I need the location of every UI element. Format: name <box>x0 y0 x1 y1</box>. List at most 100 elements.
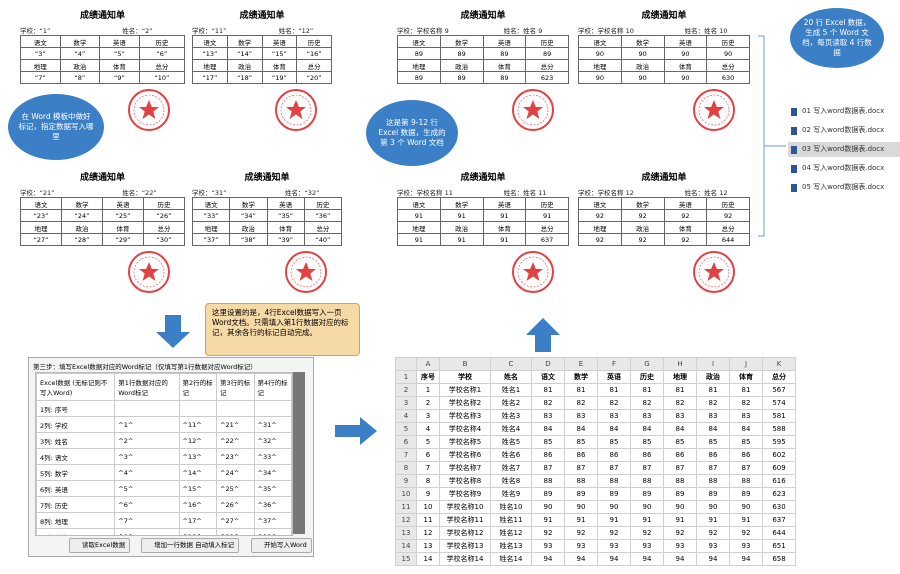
sheet-cell: 13 <box>416 539 440 553</box>
sheet-cell: 序号 <box>416 370 440 384</box>
table-row: 地理 政治 体育 总分 <box>20 221 185 234</box>
table-row: “13” “14” “15” “16” <box>192 47 332 60</box>
column-header: J <box>729 357 763 371</box>
table-row: “33” “34” “35” “36” <box>191 209 343 222</box>
table-cell: 体育 <box>99 59 140 72</box>
sheet-cell: 93 <box>531 539 565 553</box>
mapping-cell: ^17^ <box>178 512 218 529</box>
table-cell: “40” <box>303 233 343 246</box>
table-cell: 89 <box>439 47 484 60</box>
table-cell: 91 <box>397 233 441 246</box>
mapping-cell: ^33^ <box>253 448 292 465</box>
sheet-cell: 88 <box>597 474 631 488</box>
table-cell: 92 <box>620 209 665 222</box>
file-item[interactable]: 04 写入word数据表.docx <box>802 164 885 172</box>
table-cell: 政治 <box>620 59 665 72</box>
sheet-cell: 86 <box>696 448 730 462</box>
table-cell: “26” <box>143 209 185 222</box>
sheet-cell: 81 <box>564 383 598 397</box>
sheet-cell: 88 <box>630 474 664 488</box>
table-cell: 政治 <box>226 59 263 72</box>
table-cell: 英语 <box>482 35 527 48</box>
table-row: 91 91 91 91 <box>397 209 569 222</box>
button[interactable]: 增加一行数据 自动填入标记 <box>141 538 240 553</box>
table-row: 90 90 90 630 <box>578 71 750 84</box>
sheet-cell: 81 <box>597 383 631 397</box>
table-cell: 623 <box>525 71 569 84</box>
sheet-cell: 5 <box>416 435 440 449</box>
table-row: 89 89 89 89 <box>397 47 569 60</box>
sheet-cell: 81 <box>729 383 763 397</box>
sheet-cell: 616 <box>762 474 796 488</box>
card-title: 成绩通知单 <box>239 11 285 21</box>
table-cell: “5” <box>99 47 140 60</box>
table-cell: “13” <box>192 47 228 60</box>
table-cell: 总分 <box>525 221 569 234</box>
sheet-cell: 总分 <box>762 370 796 384</box>
sheet-cell: 84 <box>630 422 664 436</box>
settings-note: 这里设置的是，4行Excel数据写入一页Word文档。只需填入第1行数据对应的标… <box>205 303 360 356</box>
table-cell: “39” <box>266 233 305 246</box>
table-cell: 91 <box>482 209 527 222</box>
table-cell: 英语 <box>261 35 298 48</box>
sheet-cell: 7 <box>416 461 440 475</box>
mapping-cell: ^14^ <box>178 464 218 481</box>
sheet-cell: 83 <box>696 409 730 423</box>
name-label: 姓名：姓名 11 <box>503 189 547 197</box>
file-item[interactable]: 02 写入word数据表.docx <box>802 126 885 134</box>
mapping-cell: 2列: 学校 <box>36 416 116 433</box>
header-cell: 第1行数据对应的Word标记 <box>114 373 180 401</box>
table-cell: 90 <box>663 47 708 60</box>
table-row: 92 92 92 92 <box>578 209 750 222</box>
sheet-cell: 602 <box>762 448 796 462</box>
sheet-cell: 85 <box>531 435 565 449</box>
button[interactable]: 读取Excel数据 <box>69 538 131 553</box>
sheet-cell: 姓名14 <box>490 552 532 566</box>
sheet-cell: 637 <box>762 513 796 527</box>
table-cell: 92 <box>663 209 708 222</box>
sheet-cell: 89 <box>564 487 598 501</box>
table-cell: “19” <box>261 71 298 84</box>
sheet-cell: 588 <box>762 422 796 436</box>
mapping-cell <box>253 400 292 417</box>
table-cell: 数学 <box>229 197 268 210</box>
row-number: 12 <box>395 513 417 527</box>
table-cell: 英语 <box>663 35 708 48</box>
sheet-cell: 93 <box>597 539 631 553</box>
file-item[interactable]: 05 写入word数据表.docx <box>802 183 885 191</box>
mapping-cell: ^21^ <box>216 416 255 433</box>
score-table: 语文 数学 英语 历史 91 91 91 91 地理 政治 体育 总分 91 91 91 637 <box>397 197 569 246</box>
sheet-cell: 91 <box>663 513 697 527</box>
sheet-cell: 83 <box>729 409 763 423</box>
sheet-cell: 学校名称9 <box>439 487 491 501</box>
table-cell: 地理 <box>192 59 228 72</box>
table-cell: 90 <box>578 47 622 60</box>
table-cell: 历史 <box>303 197 343 210</box>
table-row: “17” “18” “19” “20” <box>192 71 332 84</box>
sheet-cell: 94 <box>729 552 763 566</box>
school-label: 学校：“31” <box>192 189 227 197</box>
right-arrow <box>335 417 377 445</box>
table-cell: 历史 <box>706 197 750 210</box>
spreadsheet: A B C D E F G H I J K 1 序号 学校 姓名 语文 数学 英语 历史 地理 政治 体育 总分 2 1 学校名称… <box>395 357 796 566</box>
table-row: 语文 数学 英语 历史 <box>578 197 750 210</box>
sheet-cell: 学校名称11 <box>439 513 491 527</box>
row-number: 6 <box>395 435 417 449</box>
sheet-cell: 644 <box>762 526 796 540</box>
mapping-cell: ^12^ <box>178 432 218 449</box>
sheet-cell: 87 <box>531 461 565 475</box>
mapping-cell: 8列: 地理 <box>36 512 116 529</box>
mapping-cell: ^8^ <box>114 528 180 535</box>
file-item[interactable]: 01 写入word数据表.docx <box>802 107 885 115</box>
name-label: 姓名：“12” <box>278 27 314 35</box>
sheet-cell: 93 <box>663 539 697 553</box>
file-item[interactable]: 03 写入word数据表.docx <box>788 142 900 157</box>
sheet-row: 15 14 学校名称14 姓名14 94 94 94 94 94 94 94 658 <box>395 552 796 566</box>
table-cell: “33” <box>191 209 231 222</box>
table-cell: 89 <box>397 71 441 84</box>
button[interactable]: 开始写入Word <box>251 538 312 553</box>
table-cell: 总分 <box>525 59 569 72</box>
table-cell: “23” <box>20 209 62 222</box>
sheet-cell: 83 <box>564 409 598 423</box>
